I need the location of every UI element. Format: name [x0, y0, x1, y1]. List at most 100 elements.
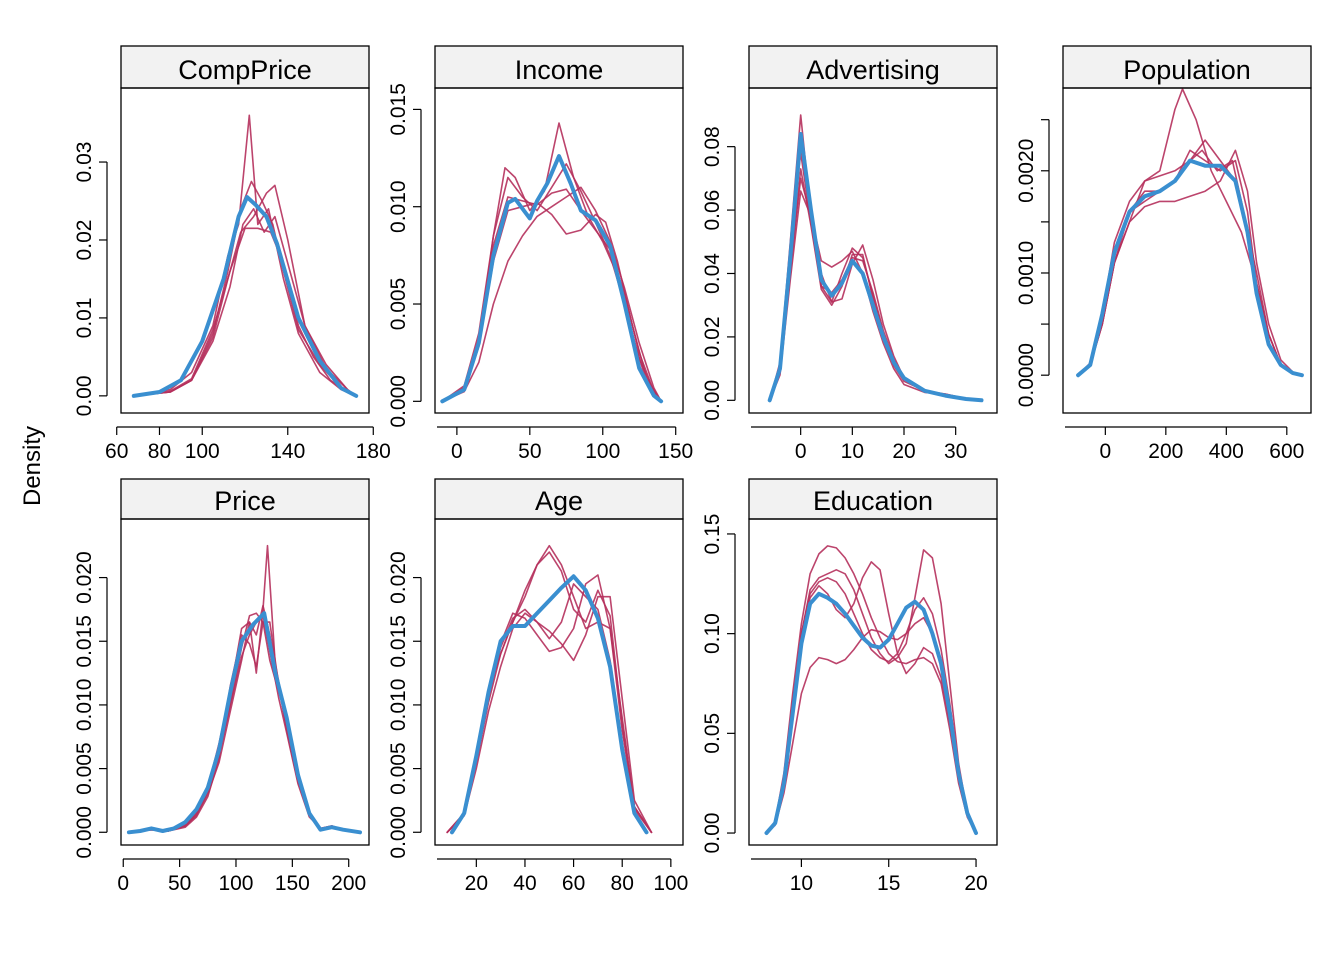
imputed-density-line [128, 614, 361, 834]
imputed-density-line [768, 177, 983, 402]
imputed-density-line [768, 152, 983, 402]
density-lines [446, 544, 653, 835]
x-tick-label: 10 [841, 440, 864, 463]
x-tick-label: 140 [270, 440, 305, 463]
strip-background [748, 478, 998, 520]
imputed-density-line [765, 545, 977, 834]
observed-density-line [126, 611, 362, 835]
imputed-density-line [768, 168, 983, 402]
observed-density-line [131, 195, 359, 398]
x-tick-label: 10 [790, 872, 813, 895]
imputed-density-line [765, 561, 977, 834]
plot-frame [434, 518, 684, 846]
observed-density-line [1076, 158, 1304, 378]
density-lines [767, 114, 984, 403]
x-tick-label: 180 [356, 440, 391, 463]
x-tick-label: 0 [1099, 440, 1111, 463]
x-tick-label: 20 [964, 872, 987, 895]
y-tick-label: 0.08 [701, 126, 724, 167]
y-tick-label: 0.10 [701, 613, 724, 654]
x-tick-label: 0 [451, 440, 463, 463]
y-tick-label: 0.000 [387, 375, 410, 428]
density-lines [440, 122, 664, 404]
panel-age: Age 20 40 60 80 100 0.000 0.005 0.010 0.015 0.020 [387, 478, 688, 895]
plot-frame [1062, 87, 1312, 414]
imputed-density-line [128, 621, 361, 834]
x-tick-label: 50 [518, 440, 541, 463]
x-tick-label: 80 [611, 872, 634, 895]
y-tick-label: 0.010 [73, 679, 96, 732]
y-tick-label: 0.020 [387, 551, 410, 604]
x-tick-label: 200 [1148, 440, 1183, 463]
density-lines [1076, 88, 1304, 378]
plot-frame [120, 87, 370, 414]
strip-background [434, 478, 684, 520]
strip-background [434, 45, 684, 89]
y-tick-label: 0.05 [701, 713, 724, 754]
y-tick-label: 0.000 [387, 806, 410, 859]
y-tick-label: 0.06 [701, 190, 724, 231]
x-tick-label: 60 [562, 872, 585, 895]
x-tick-label: 100 [653, 872, 688, 895]
x-tick-label: 40 [513, 872, 536, 895]
y-tick-label: 0.015 [387, 83, 410, 136]
density-lines [764, 545, 978, 835]
imputed-density-line [446, 595, 653, 834]
x-tick-label: 0 [117, 872, 129, 895]
plot-frame [120, 518, 370, 846]
density-lines [126, 544, 362, 835]
imputed-density-line [128, 544, 361, 834]
y-tick-label: 0.01 [73, 297, 96, 338]
strip-label: Advertising [806, 55, 940, 85]
y-tick-label: 0.02 [701, 316, 724, 357]
x-tick-label: 600 [1269, 440, 1304, 463]
y-tick-label: 0.005 [387, 278, 410, 331]
x-tick-label: 50 [168, 872, 191, 895]
observed-density-line [440, 154, 664, 404]
x-tick-label: 20 [892, 440, 915, 463]
y-tick-label: 0.000 [73, 806, 96, 859]
x-tick-label: 150 [275, 872, 310, 895]
imputed-density-line [441, 163, 662, 403]
y-tick-label: 0.04 [701, 253, 724, 294]
imputed-density-line [768, 190, 983, 402]
imputed-density-line [765, 576, 977, 834]
y-tick-label: 0.00 [73, 375, 96, 416]
y-tick-label: 0.010 [387, 180, 410, 233]
strip-background [748, 45, 998, 89]
x-tick-label: 0 [795, 440, 807, 463]
x-tick-label: 15 [877, 872, 900, 895]
x-tick-label: 100 [218, 872, 253, 895]
x-tick-label: 150 [658, 440, 693, 463]
y-tick-label: 0.00 [701, 813, 724, 854]
y-tick-label: 0.0000 [1015, 343, 1038, 407]
x-tick-label: 30 [944, 440, 967, 463]
x-tick-label: 80 [148, 440, 171, 463]
y-tick-label: 0.015 [387, 615, 410, 668]
panel-price: Price 0 50 100 150 200 0.000 0.005 0.010 0.015 0.0… [73, 478, 370, 895]
y-tick-label: 0.005 [73, 742, 96, 795]
y-tick-label: 0.02 [73, 220, 96, 261]
strip-label: Price [214, 486, 276, 516]
x-tick-label: 400 [1209, 440, 1244, 463]
panel-income: Income 0 50 100 150 0.000 0.005 0.010 0.015 [387, 45, 693, 463]
x-tick-label: 200 [331, 872, 366, 895]
y-tick-label: 0.15 [701, 514, 724, 555]
panel-population: Population 0 200 400 600 0.0000 0.0010 0.0020 [1015, 45, 1312, 463]
y-tick-label: 0.0010 [1015, 241, 1038, 305]
plot-frame [748, 518, 998, 846]
plot-frame [434, 87, 684, 414]
strip-label: Income [515, 55, 604, 85]
strip-label: Age [535, 486, 583, 516]
imputed-density-line [133, 114, 358, 397]
observed-density-line [450, 574, 649, 835]
strip-label: Education [813, 486, 933, 516]
density-lines [131, 114, 359, 398]
x-tick-label: 100 [185, 440, 220, 463]
y-tick-label: 0.005 [387, 742, 410, 795]
panel-compprice: CompPrice 60 80 100 140 180 0.00 0.01 0.02 0.03 [73, 45, 391, 463]
y-tick-label: 0.00 [701, 380, 724, 421]
strip-background [120, 45, 370, 89]
